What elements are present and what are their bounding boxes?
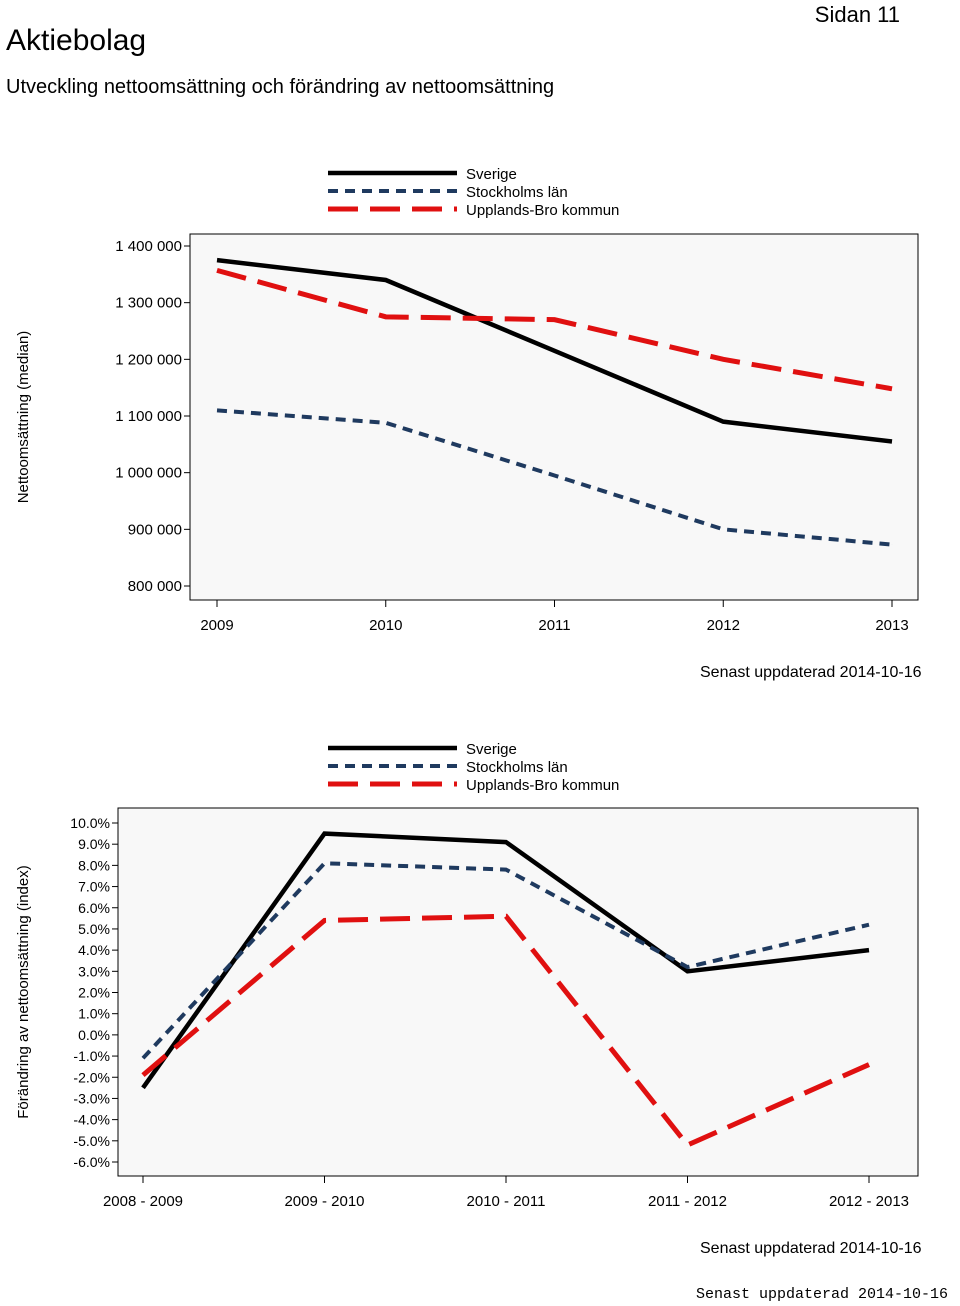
legend-label-upplandsbro: Upplands-Bro kommun <box>466 202 619 219</box>
y-tick-label: -3.0% <box>73 1090 110 1106</box>
y-tick-label: 1 100 000 <box>115 408 182 425</box>
x-tick-label: 2010 - 2011 <box>467 1193 546 1210</box>
y-tick-label: 2.0% <box>78 985 110 1001</box>
y-tick-label: 10.0% <box>70 815 110 831</box>
y-tick-label: 3.0% <box>78 963 110 979</box>
y-tick-label: -1.0% <box>73 1048 110 1064</box>
legend-label-upplandsbro: Upplands-Bro kommun <box>466 777 619 794</box>
y-tick-label: 1.0% <box>78 1006 110 1022</box>
legend-label-sverige: Sverige <box>466 741 517 758</box>
chart-2-updated: Senast uppdaterad 2014-10-16 <box>700 1240 922 1257</box>
y-tick-label: 6.0% <box>78 900 110 916</box>
y-tick-label: -4.0% <box>73 1112 110 1128</box>
y-tick-label: 5.0% <box>78 921 110 937</box>
y-tick-label: 9.0% <box>78 836 110 852</box>
x-tick-label: 2012 <box>707 617 740 634</box>
page-subtitle: Utveckling nettoomsättning och förändrin… <box>6 76 555 98</box>
legend-label-stockholm: Stockholms län <box>466 184 568 201</box>
y-tick-label: 1 000 000 <box>115 465 182 482</box>
chart-1-updated: Senast uppdaterad 2014-10-16 <box>700 664 922 681</box>
y-tick-label: -6.0% <box>73 1154 110 1170</box>
chart-nettoomsattning: Sverige Stockholms län Upplands-Bro kommun… <box>0 150 960 640</box>
y-tick-label: 7.0% <box>78 879 110 895</box>
y-axis-label: Nettoomsättning (median) <box>15 331 32 504</box>
y-tick-label: 800 000 <box>128 578 182 595</box>
page-title: Aktiebolag <box>6 24 147 57</box>
y-tick-label: 4.0% <box>78 942 110 958</box>
x-tick-label: 2011 <box>538 617 570 634</box>
y-tick-label: 1 400 000 <box>115 238 182 255</box>
x-tick-label: 2011 - 2012 <box>648 1193 727 1210</box>
y-tick-label: 0.0% <box>78 1027 110 1043</box>
page-number: Sidan 11 <box>814 2 900 27</box>
y-tick-label: 1 300 000 <box>115 295 182 312</box>
chart-forandring: Sverige Stockholms län Upplands-Bro kommun… <box>0 730 960 1220</box>
x-tick-label: 2013 <box>875 617 908 634</box>
x-tick-label: 2012 - 2013 <box>829 1193 909 1210</box>
x-tick-label: 2009 - 2010 <box>284 1193 364 1210</box>
x-tick-label: 2009 <box>200 617 233 634</box>
legend-label-stockholm: Stockholms län <box>466 759 568 776</box>
x-tick-label: 2008 - 2009 <box>103 1193 183 1210</box>
y-tick-label: 1 200 000 <box>115 351 182 368</box>
y-axis-label: Förändring av nettoomsättning (index) <box>15 865 32 1118</box>
legend-label-sverige: Sverige <box>466 166 517 183</box>
footer-updated: Senast uppdaterad 2014-10-16 <box>695 1286 948 1303</box>
x-tick-label: 2010 <box>369 617 402 634</box>
y-tick-label: -5.0% <box>73 1133 110 1149</box>
y-tick-label: 900 000 <box>128 521 182 538</box>
y-tick-label: 8.0% <box>78 857 110 873</box>
y-tick-label: -2.0% <box>73 1069 110 1085</box>
plot-area <box>189 233 919 601</box>
